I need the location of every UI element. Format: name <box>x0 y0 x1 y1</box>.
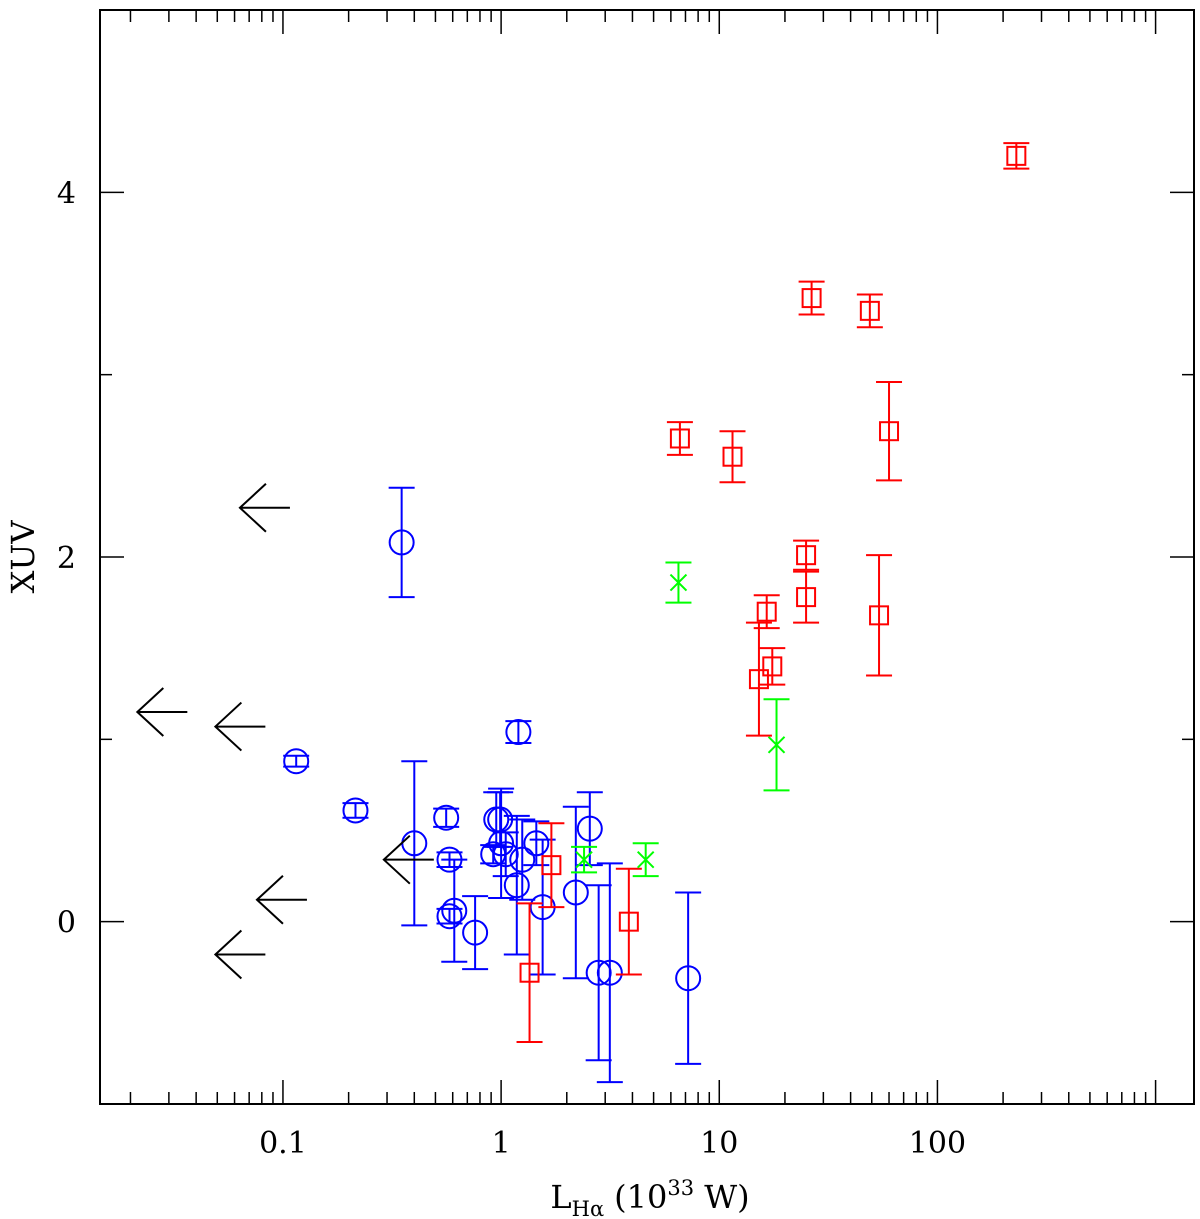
data-marks <box>135 142 1030 1084</box>
data-point-circle <box>562 879 589 906</box>
error-bar <box>675 891 702 1065</box>
data-point-circle <box>576 815 603 842</box>
data-point-square <box>796 587 817 608</box>
data-point-square <box>748 669 769 690</box>
data-point-square <box>859 300 880 321</box>
data-point-square <box>669 428 690 449</box>
error-bar <box>342 802 369 819</box>
error-bar <box>503 814 530 956</box>
upper-limit-arrow <box>382 834 434 885</box>
error-bar <box>562 805 589 980</box>
data-point-circle <box>596 959 623 986</box>
data-point-square <box>879 421 900 442</box>
data-point-square <box>519 962 540 983</box>
data-point-circle <box>675 965 702 992</box>
data-point-cross <box>669 573 688 592</box>
data-point-square <box>796 545 817 566</box>
data-point-circle <box>488 830 515 857</box>
x-tick-label: 100 <box>909 1126 966 1161</box>
error-bar <box>615 867 642 976</box>
y-tick-label: 2 <box>57 541 76 576</box>
error-bar <box>283 754 310 768</box>
error-bar <box>388 486 415 599</box>
upper-limit-arrow <box>213 701 266 752</box>
data-point-circle <box>342 797 369 824</box>
data-point-square <box>722 446 743 467</box>
data-point-circle <box>283 748 310 775</box>
upper-limit-arrow <box>255 875 307 925</box>
upper-limit-arrow <box>238 483 290 533</box>
plot-frame <box>99 9 1195 1105</box>
error-bar <box>492 831 519 878</box>
error-bar <box>509 818 536 901</box>
data-point-square <box>762 656 783 677</box>
x-axis-label-superscript: 33 <box>667 1176 694 1200</box>
error-bar <box>719 430 746 484</box>
x-axis-label-subscript: Hα <box>572 1197 605 1219</box>
data-point-circle <box>388 529 415 556</box>
data-point-circle <box>509 846 536 873</box>
error-bar <box>745 621 772 737</box>
data-point-circle <box>523 830 550 857</box>
x-tick-label: 10 <box>700 1126 738 1161</box>
error-bar <box>441 858 468 963</box>
error-bar <box>856 293 883 329</box>
error-bar <box>401 760 428 927</box>
axis-ticks <box>100 10 1194 1104</box>
error-bar <box>523 820 550 867</box>
tick-labels: 0.1 1 10 100 0 2 4 <box>57 176 966 1161</box>
error-bar <box>866 554 893 677</box>
data-point-circle <box>505 719 532 746</box>
y-axis-label: XUV <box>4 520 42 594</box>
x-tick-label: 0.1 <box>259 1126 307 1161</box>
y-tick-label: 0 <box>57 906 76 941</box>
error-bar <box>793 570 820 624</box>
error-bar <box>538 822 565 909</box>
data-point-circle <box>433 804 460 831</box>
error-bar <box>505 720 532 744</box>
upper-limit-arrow <box>135 687 188 737</box>
data-point-cross <box>636 850 655 869</box>
data-point-square <box>618 911 639 932</box>
data-point-square <box>756 601 777 622</box>
error-bar <box>759 647 786 686</box>
y-tick-label: 4 <box>57 176 76 211</box>
error-bar <box>798 280 825 316</box>
data-point-cross <box>575 850 593 869</box>
error-bar <box>596 862 623 1084</box>
x-axis-label: LHα (1033 W) <box>550 1176 749 1219</box>
error-bar <box>876 380 903 482</box>
x-tick-label: 1 <box>492 1126 511 1161</box>
data-point-square <box>869 605 890 626</box>
error-bar <box>666 421 693 456</box>
data-point-circle <box>503 872 530 899</box>
data-point-cross <box>767 736 786 754</box>
upper-limit-arrow <box>213 929 266 980</box>
data-point-circle <box>436 903 463 930</box>
error-bar <box>462 895 489 971</box>
error-bar <box>516 902 543 1044</box>
data-point-circle <box>441 897 468 924</box>
data-point-square <box>1006 145 1027 166</box>
data-point-square <box>541 855 562 876</box>
data-point-circle <box>462 919 489 946</box>
data-point-square <box>801 288 822 309</box>
